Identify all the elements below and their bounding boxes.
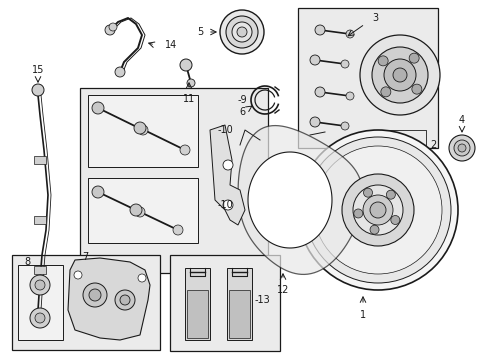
Polygon shape (209, 125, 244, 225)
Text: -9: -9 (238, 95, 247, 105)
Bar (88, 178, 198, 243)
Circle shape (408, 53, 418, 63)
Circle shape (135, 207, 145, 217)
Bar (18, 265, 63, 340)
Circle shape (92, 186, 104, 198)
Circle shape (383, 59, 415, 91)
Circle shape (115, 290, 135, 310)
Circle shape (353, 209, 362, 218)
Circle shape (346, 92, 353, 100)
Bar (12, 255, 160, 350)
Circle shape (309, 55, 319, 65)
Circle shape (390, 216, 399, 225)
Bar (297, 8, 437, 148)
Circle shape (115, 67, 125, 77)
Polygon shape (238, 126, 362, 274)
Bar (34, 156, 46, 164)
Bar (34, 216, 46, 224)
Text: 5: 5 (197, 27, 203, 37)
Circle shape (457, 144, 465, 152)
Circle shape (448, 135, 474, 161)
Text: 1: 1 (359, 310, 366, 320)
Circle shape (30, 308, 50, 328)
Circle shape (173, 225, 183, 235)
Circle shape (32, 84, 44, 96)
Circle shape (109, 23, 117, 31)
Circle shape (89, 289, 101, 301)
Bar (80, 88, 267, 273)
Text: 8: 8 (24, 257, 30, 267)
Circle shape (341, 174, 413, 246)
Circle shape (453, 140, 469, 156)
Circle shape (180, 145, 190, 155)
Circle shape (220, 10, 264, 54)
Circle shape (309, 117, 319, 127)
Circle shape (92, 102, 104, 114)
Circle shape (138, 125, 148, 135)
Circle shape (340, 122, 348, 130)
Circle shape (30, 275, 50, 295)
Circle shape (237, 27, 246, 37)
Circle shape (120, 295, 130, 305)
Text: -10: -10 (218, 125, 233, 135)
Circle shape (352, 185, 402, 235)
Circle shape (371, 47, 427, 103)
Circle shape (346, 30, 353, 38)
Circle shape (359, 35, 439, 115)
Polygon shape (68, 258, 150, 340)
Text: 2: 2 (429, 140, 435, 150)
Circle shape (314, 25, 325, 35)
Circle shape (225, 16, 258, 48)
Circle shape (363, 188, 372, 197)
Circle shape (134, 122, 146, 134)
Text: 3: 3 (371, 13, 377, 23)
Circle shape (105, 25, 115, 35)
Polygon shape (226, 268, 251, 340)
Circle shape (35, 280, 45, 290)
Circle shape (369, 225, 378, 234)
Text: 14: 14 (164, 40, 177, 50)
Circle shape (130, 204, 142, 216)
Text: 6: 6 (239, 107, 244, 117)
Circle shape (380, 87, 390, 97)
Polygon shape (247, 152, 331, 248)
Text: 4: 4 (458, 115, 464, 125)
Polygon shape (228, 290, 249, 338)
Circle shape (362, 195, 392, 225)
Text: 7: 7 (81, 252, 88, 262)
Circle shape (411, 84, 421, 94)
Polygon shape (186, 290, 207, 338)
Circle shape (223, 160, 232, 170)
Bar (170, 255, 280, 351)
Circle shape (314, 87, 325, 97)
Text: -13: -13 (254, 295, 270, 305)
Circle shape (138, 274, 146, 282)
Circle shape (297, 130, 457, 290)
Polygon shape (184, 268, 209, 340)
Circle shape (231, 22, 251, 42)
Bar (34, 266, 46, 274)
Circle shape (386, 190, 394, 199)
Text: -10: -10 (218, 200, 233, 210)
Text: 11: 11 (183, 94, 195, 104)
Circle shape (223, 200, 232, 210)
Text: 15: 15 (32, 65, 44, 75)
Circle shape (186, 79, 195, 87)
Circle shape (35, 313, 45, 323)
Bar (88, 95, 198, 167)
Circle shape (377, 56, 387, 66)
Circle shape (180, 59, 192, 71)
Circle shape (305, 137, 450, 283)
Circle shape (340, 60, 348, 68)
Circle shape (392, 68, 406, 82)
Circle shape (83, 283, 107, 307)
Circle shape (313, 146, 441, 274)
Text: 12: 12 (276, 285, 288, 295)
Circle shape (74, 271, 82, 279)
Circle shape (369, 202, 385, 218)
